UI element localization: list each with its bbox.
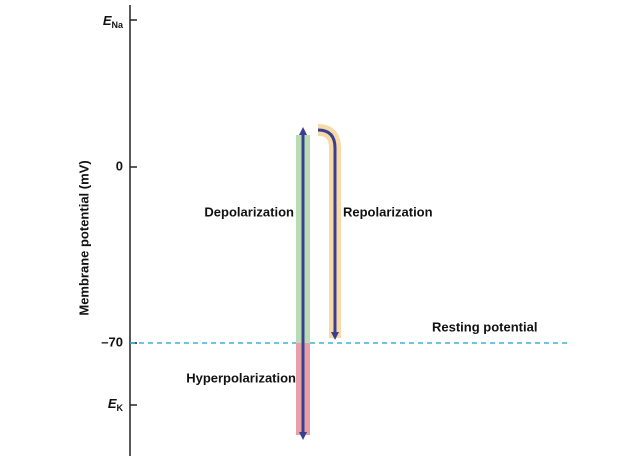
resting-label: Resting potential	[432, 319, 537, 334]
tick-marks	[130, 19, 137, 406]
tick-label: ENa	[103, 13, 124, 30]
tick-label: EK	[108, 396, 124, 413]
tick-sub: Na	[111, 20, 123, 30]
depolarization-label: Depolarization	[204, 204, 294, 219]
repolarization-arrow	[317, 128, 339, 340]
tick-main: E	[108, 396, 117, 411]
tick-main: E	[103, 13, 112, 28]
tick-label: –70	[101, 334, 123, 349]
hyperpolarization-label: Hyperpolarization	[186, 370, 296, 385]
tick-label: 0	[116, 158, 123, 173]
repolarization-label: Repolarization	[343, 204, 433, 219]
tick-sub: K	[117, 403, 124, 413]
axis-label: Membrane potential (mV)	[76, 160, 91, 315]
repolarization-band	[317, 124, 341, 338]
